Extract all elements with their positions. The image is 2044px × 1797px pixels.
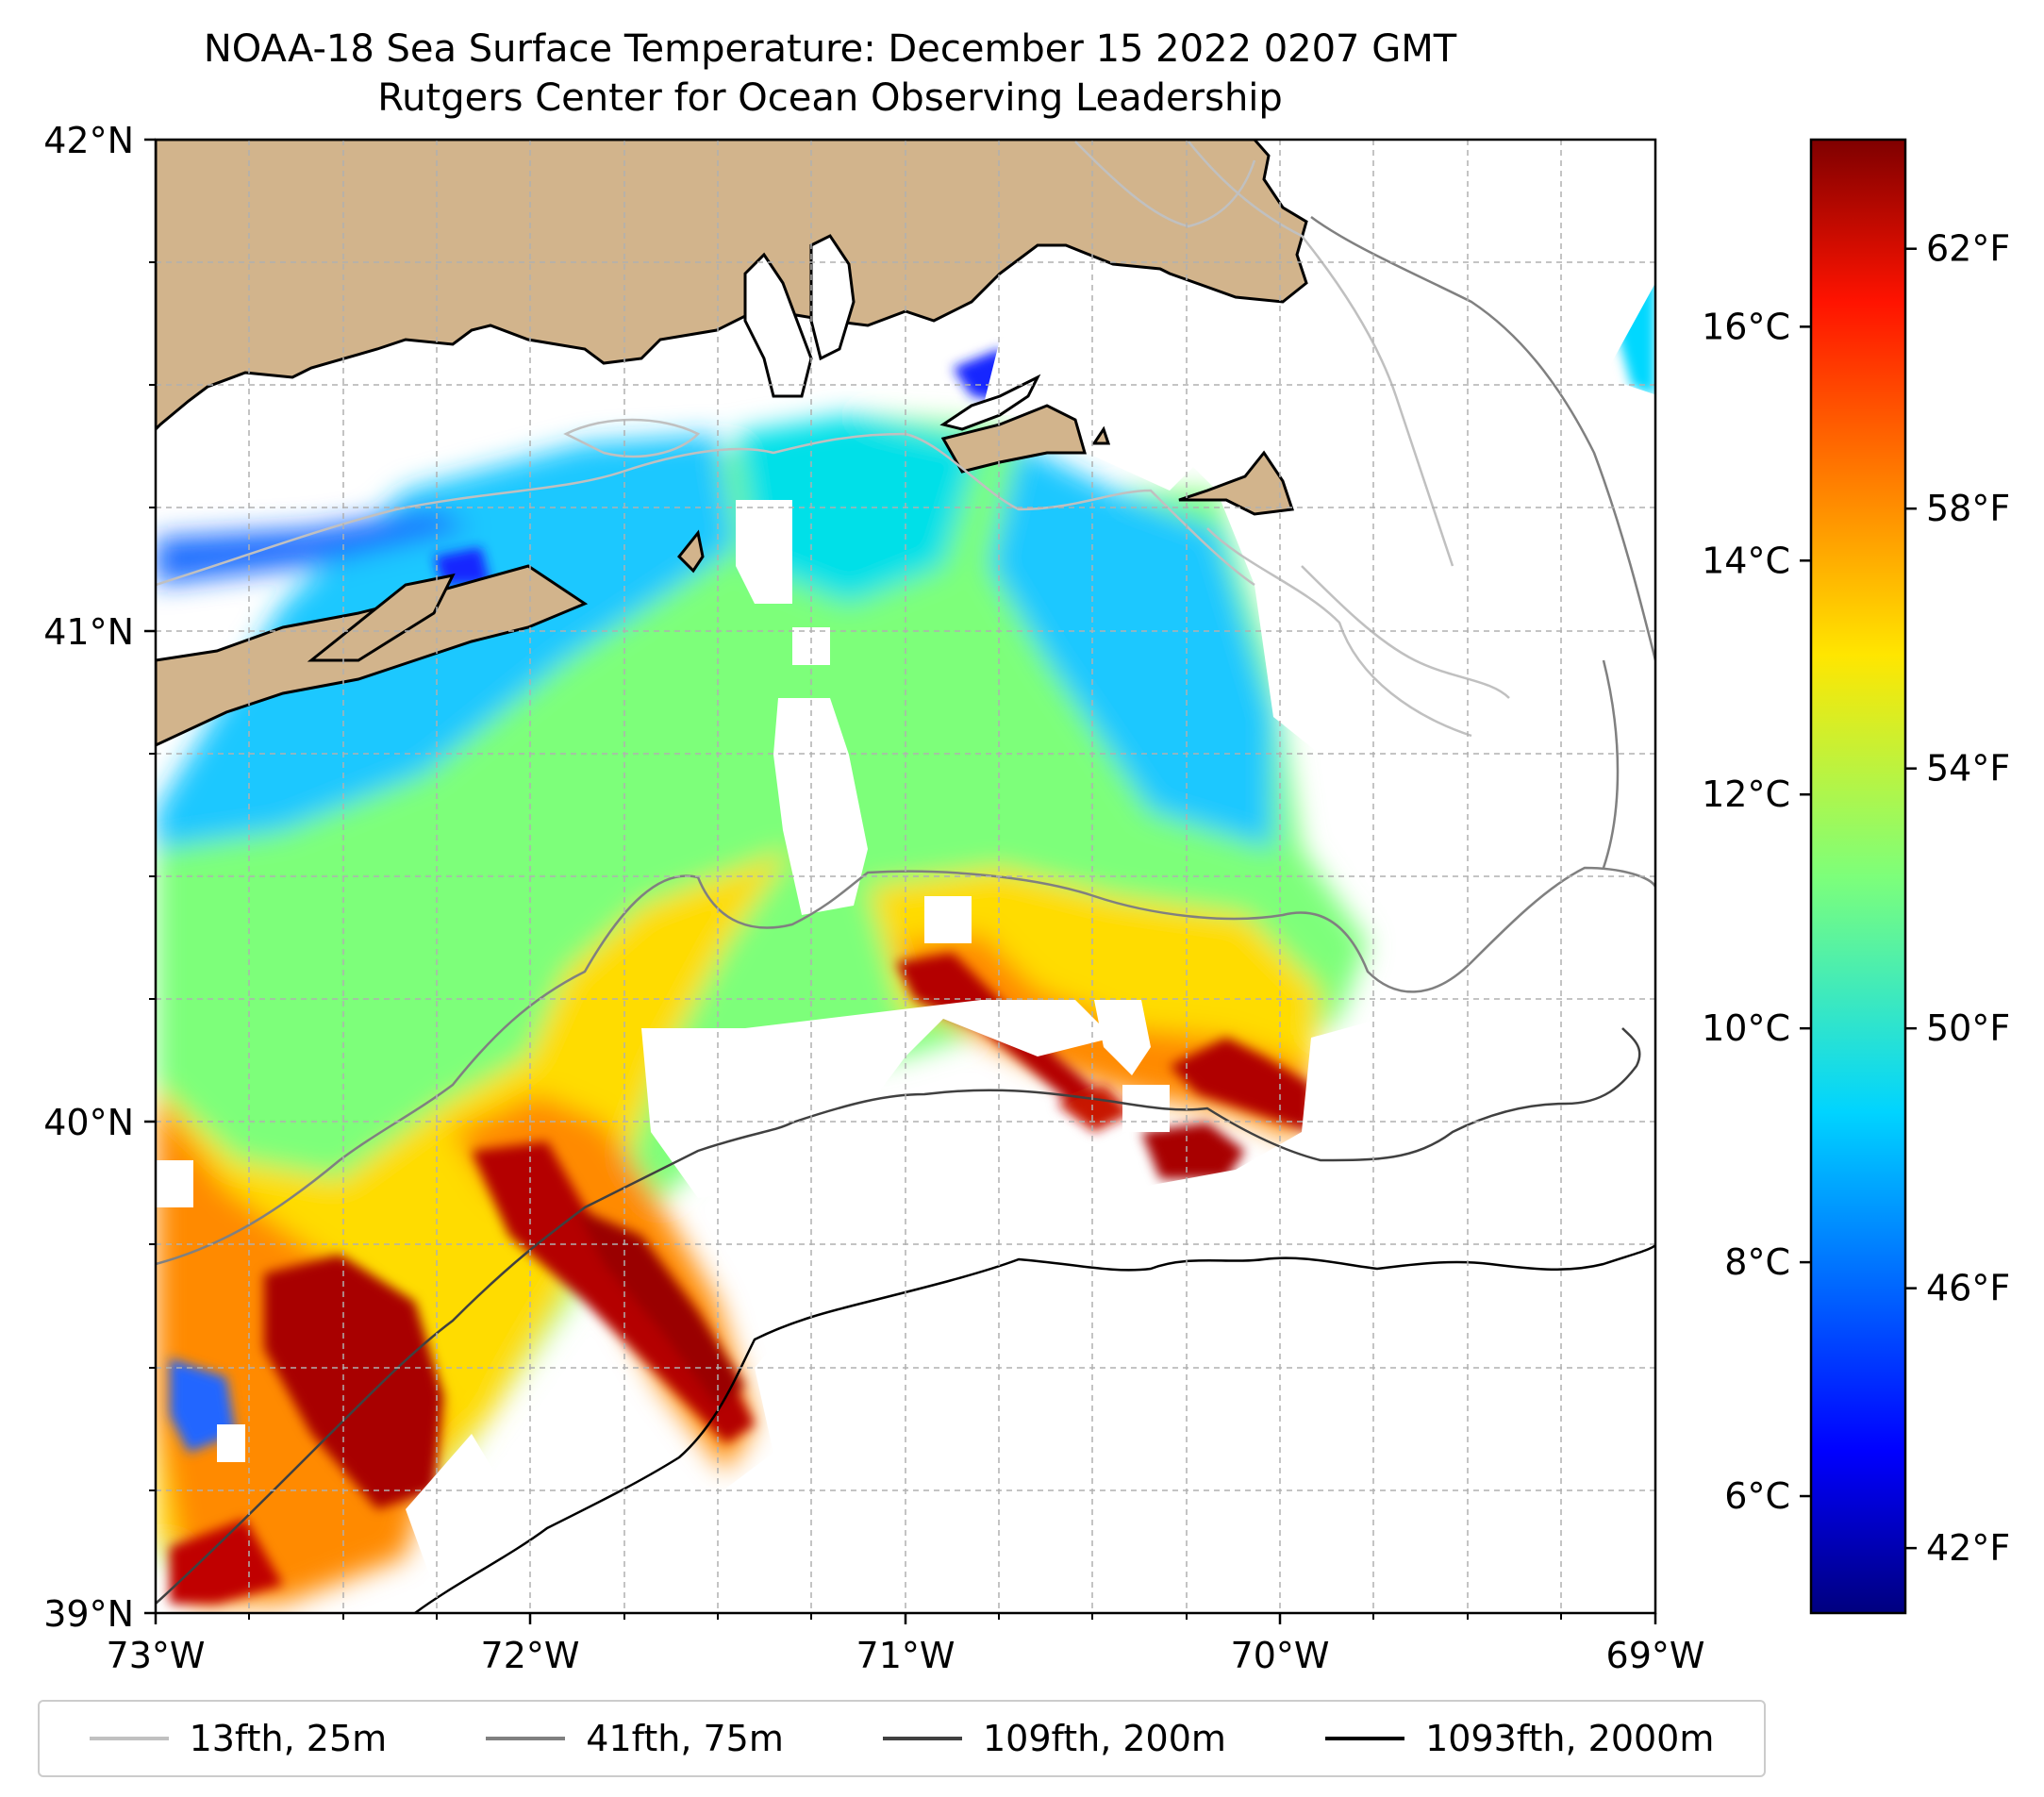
celsius-tick-label: 8°C xyxy=(1724,1241,1790,1283)
lon-label: 69°W xyxy=(1606,1635,1705,1676)
lat-label: 39°N xyxy=(43,1593,134,1635)
sst-field xyxy=(156,415,1368,1604)
chart-title: NOAA-18 Sea Surface Temperature: Decembe… xyxy=(203,27,1457,71)
legend-label: 13fth, 25m xyxy=(189,1718,388,1759)
legend-line xyxy=(1325,1737,1405,1740)
celsius-tick-label: 14°C xyxy=(1702,540,1790,581)
lat-label: 41°N xyxy=(43,611,134,653)
chart-subtitle: Rutgers Center for Ocean Observing Leade… xyxy=(377,76,1283,120)
contour-legend: 13fth, 25m 41fth, 75m 109fth, 200m 1093f… xyxy=(38,1700,1766,1777)
lat-label: 42°N xyxy=(43,120,134,161)
no-data-gaps xyxy=(156,140,1655,1613)
legend-item-75m: 41fth, 75m xyxy=(486,1718,784,1759)
contour-25m xyxy=(156,141,1510,738)
fahrenheit-tick-label: 46°F xyxy=(1926,1268,2010,1309)
legend-line xyxy=(486,1737,566,1740)
land xyxy=(156,140,1308,747)
legend-label: 109fth, 200m xyxy=(983,1718,1226,1759)
fahrenheit-tick-label: 62°F xyxy=(1926,228,2010,270)
legend-item-200m: 109fth, 200m xyxy=(883,1718,1226,1759)
legend-label: 41fth, 75m xyxy=(586,1718,784,1759)
colorbar-ticks xyxy=(1800,247,1917,1550)
contour-2000m xyxy=(414,1244,1655,1613)
lon-label: 71°W xyxy=(856,1635,956,1676)
lon-label: 70°W xyxy=(1231,1635,1330,1676)
land-islands-white xyxy=(743,234,1041,431)
sst-map: 42°N 41°N 40°N 39°N 73°W 72°W 71°W 70°W … xyxy=(43,120,2010,1676)
fahrenheit-tick-label: 58°F xyxy=(1926,488,2010,529)
celsius-tick-label: 16°C xyxy=(1702,306,1790,347)
contour-200m xyxy=(156,1027,1641,1605)
celsius-tick-label: 12°C xyxy=(1702,774,1790,815)
axis-minor-ticks xyxy=(149,261,1562,1620)
legend-item-25m: 13fth, 25m xyxy=(89,1718,388,1759)
celsius-tick-label: 6°C xyxy=(1724,1475,1790,1517)
lat-label: 40°N xyxy=(43,1102,134,1143)
lon-label: 73°W xyxy=(107,1635,206,1676)
legend-line xyxy=(89,1737,169,1740)
fahrenheit-tick-label: 54°F xyxy=(1926,748,2010,790)
gridlines xyxy=(156,140,1655,1613)
legend-label: 1093fth, 2000m xyxy=(1425,1718,1715,1759)
colorbar xyxy=(1809,138,1907,1615)
lon-label: 72°W xyxy=(481,1635,580,1676)
fahrenheit-tick-label: 50°F xyxy=(1926,1007,2010,1049)
fahrenheit-tick-label: 42°F xyxy=(1926,1527,2010,1569)
legend-item-2000m: 1093fth, 2000m xyxy=(1325,1718,1714,1759)
map-area xyxy=(156,140,1655,1613)
axis-ticks xyxy=(144,138,1657,1624)
celsius-tick-label: 10°C xyxy=(1702,1007,1790,1049)
legend-line xyxy=(883,1737,962,1740)
